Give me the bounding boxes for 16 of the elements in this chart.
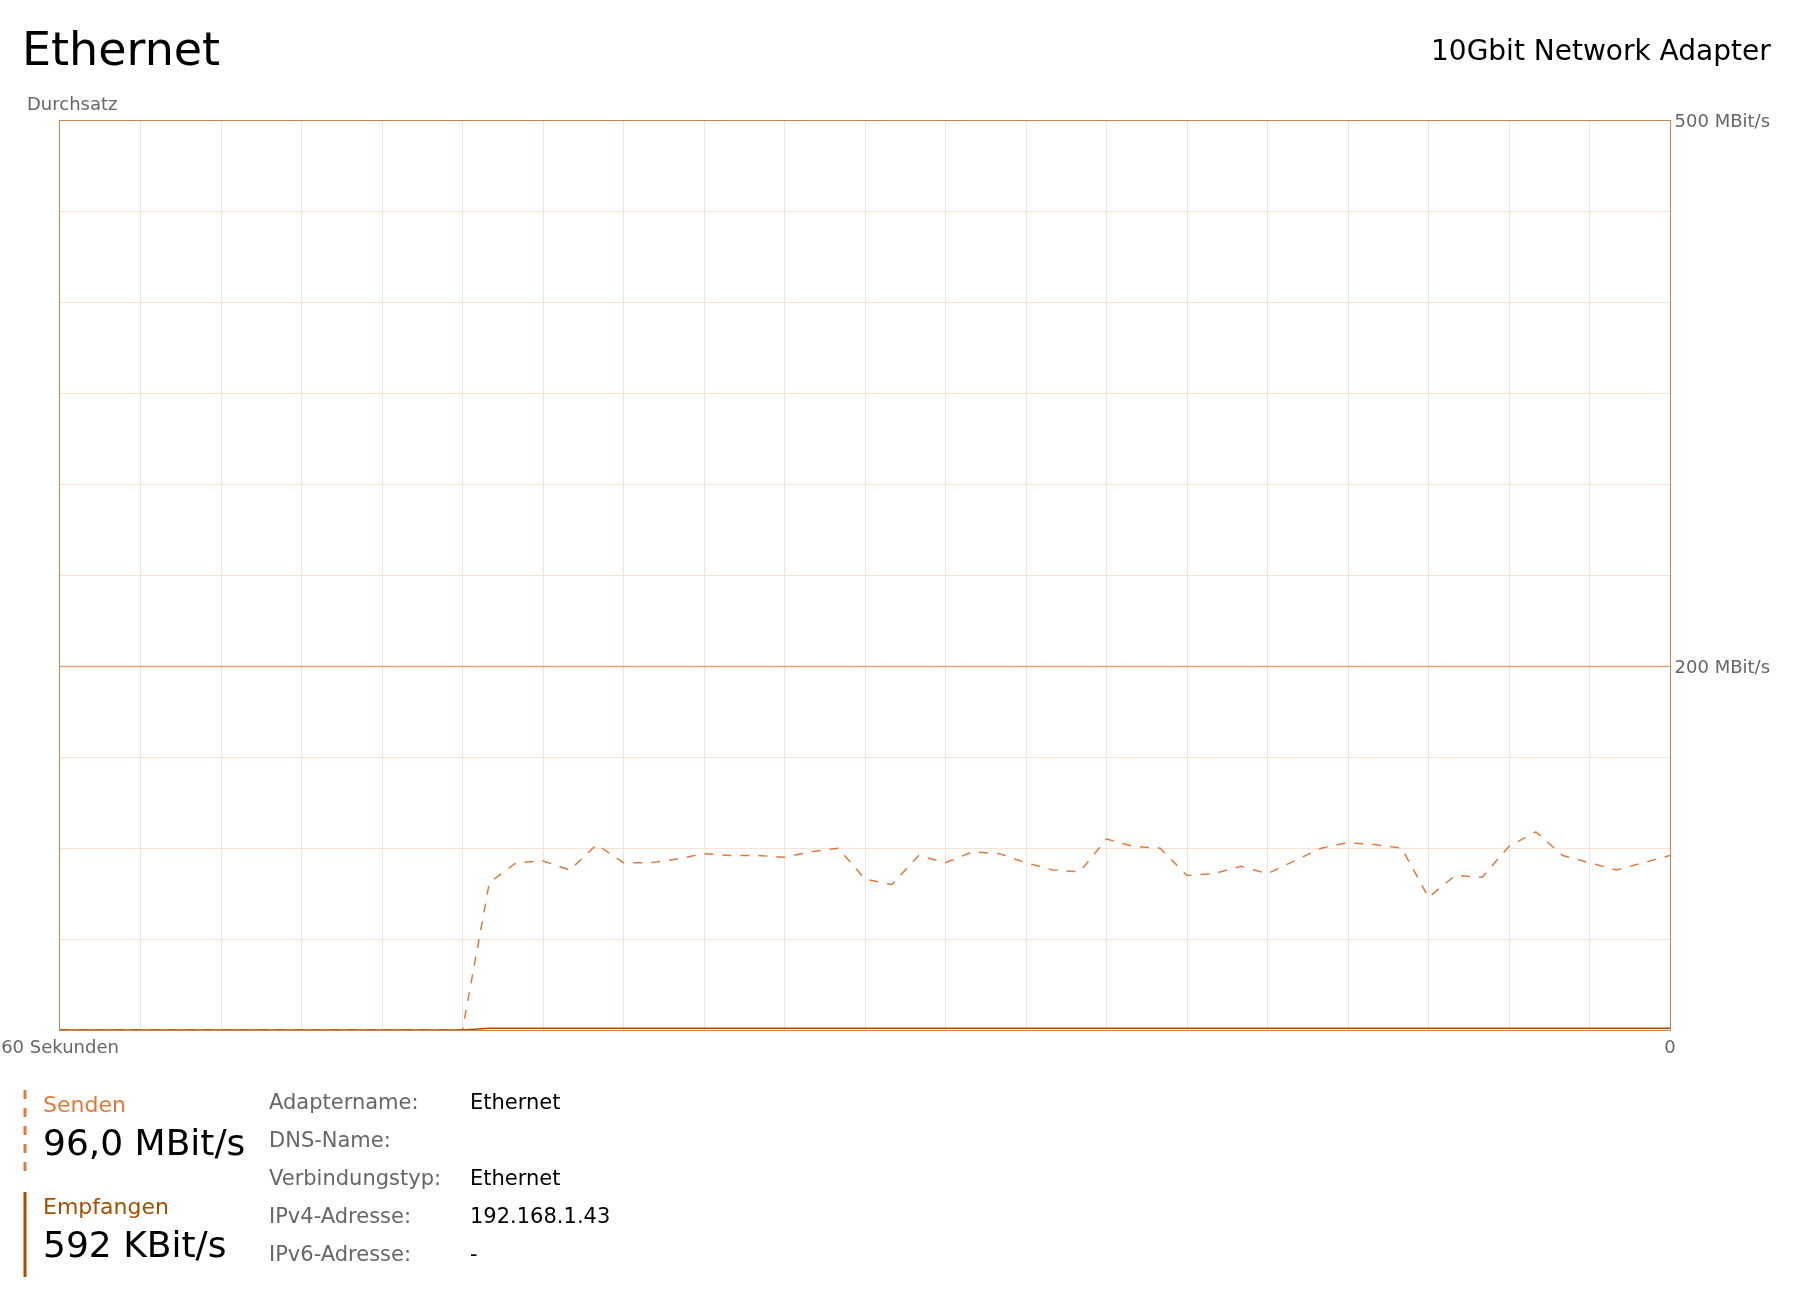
y-tick-label: 500 MBit/s bbox=[1674, 110, 1771, 132]
text: 592 KBit/s bbox=[43, 1224, 227, 1265]
text: IPv4-Adresse: 192.168.1.43 bbox=[269, 1204, 611, 1228]
y-axis-title: Durchsatz bbox=[27, 93, 118, 114]
chart-title: Ethernet bbox=[22, 22, 221, 76]
text: Empfangen bbox=[43, 1194, 169, 1219]
chart-subtitle: 10Gbit Network Adapter bbox=[1431, 34, 1772, 67]
y-tick-label: 200 MBit/s bbox=[1674, 655, 1771, 677]
text: Adaptername: Ethernet bbox=[269, 1090, 561, 1114]
text: Senden bbox=[43, 1092, 126, 1117]
text: IPv6-Adresse: - bbox=[269, 1242, 478, 1266]
x-tick-label: 0 bbox=[1664, 1035, 1676, 1057]
text: DNS-Name: bbox=[269, 1128, 391, 1152]
x-tick-label: 60 Sekunden bbox=[1, 1035, 119, 1057]
text: Verbindungstyp: Ethernet bbox=[269, 1166, 561, 1190]
text: 96,0 MBit/s bbox=[43, 1122, 246, 1163]
